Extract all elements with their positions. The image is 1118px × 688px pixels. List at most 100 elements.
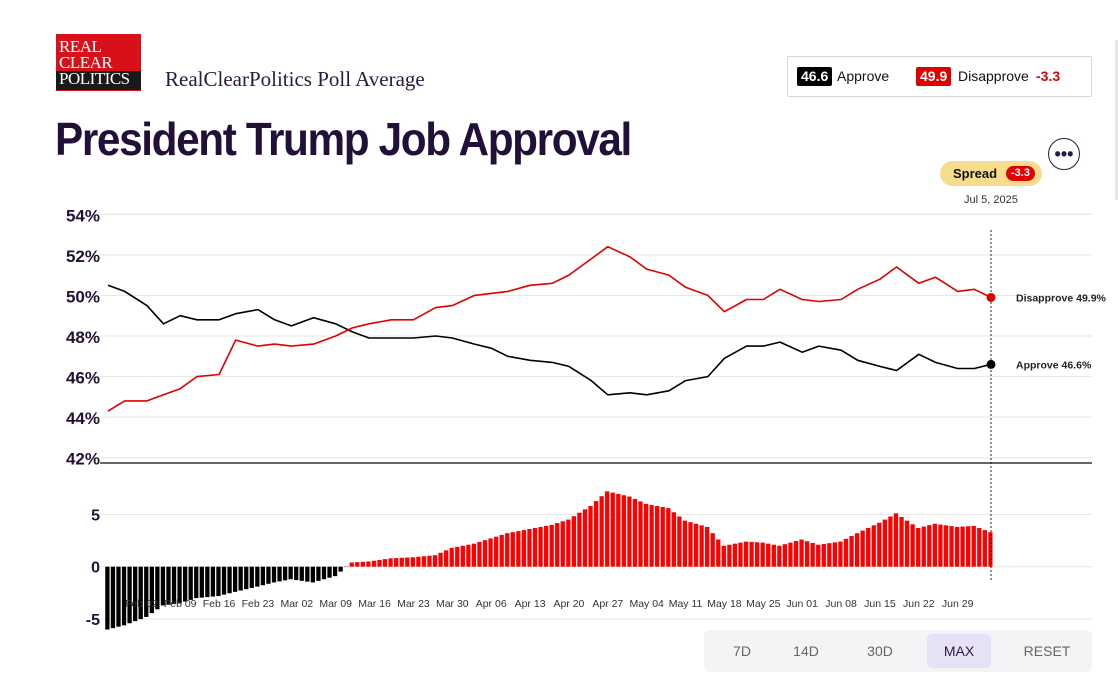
spread-bar	[399, 557, 404, 567]
line-y-tick-label: 48%	[66, 328, 100, 347]
bar-y-tick-label: 0	[91, 560, 100, 577]
logo-line-2: CLEAR	[59, 53, 113, 72]
range-30d-button[interactable]: 30D	[850, 634, 910, 668]
spread-bar	[649, 504, 654, 567]
x-tick-label: May 18	[707, 598, 742, 610]
legend-spread-value: -3.3	[1036, 68, 1061, 84]
spread-bar	[588, 505, 593, 567]
spread-bar	[577, 512, 582, 567]
spread-bar	[960, 526, 965, 567]
spread-bar	[605, 491, 610, 567]
spread-bar	[316, 566, 321, 581]
range-selector: 7D 14D 30D MAX RESET	[704, 630, 1092, 672]
spread-value-badge: -3.3	[1006, 166, 1035, 181]
spread-bar	[405, 557, 410, 567]
spread-bar	[904, 520, 910, 567]
spread-bar	[866, 527, 871, 567]
spread-bar	[716, 539, 721, 567]
spread-bar	[666, 508, 671, 567]
rcp-logo[interactable]: REAL CLEAR POLITICS	[56, 34, 141, 91]
spread-bar	[555, 523, 560, 567]
spread-bar	[493, 536, 499, 567]
spread-bar	[804, 541, 810, 567]
spread-bar	[299, 566, 304, 581]
x-tick-label: Mar 16	[358, 598, 391, 610]
spread-bar	[210, 566, 216, 597]
spread-bar	[249, 566, 254, 588]
spread-bar	[977, 527, 982, 567]
line-y-tick-label: 50%	[66, 287, 100, 306]
spread-bar	[549, 524, 554, 567]
range-7d-button[interactable]: 7D	[712, 634, 772, 668]
spread-bar	[216, 566, 221, 597]
spread-bar	[282, 566, 288, 581]
x-tick-label: May 11	[669, 598, 703, 610]
spread-bar	[760, 542, 765, 567]
x-tick-label: Jun 29	[942, 598, 974, 610]
spread-bar	[610, 492, 615, 567]
x-tick-label: Feb 02	[125, 598, 158, 610]
spread-bar	[232, 566, 238, 592]
spread-bar	[421, 556, 427, 567]
spread-bar	[916, 527, 921, 567]
spread-bar	[432, 555, 438, 567]
spread-bar	[871, 525, 876, 567]
spread-bar	[938, 524, 943, 567]
spread-bar	[566, 519, 571, 567]
spread-bar	[810, 542, 815, 567]
spread-bar	[766, 543, 771, 567]
bar-y-tick-label: -5	[86, 612, 100, 629]
more-options-button[interactable]: •••	[1048, 138, 1080, 170]
spread-bar	[366, 561, 371, 567]
spread-bar	[655, 505, 660, 567]
x-tick-label: Jun 08	[825, 598, 857, 610]
x-tick-label: Jun 22	[903, 598, 935, 610]
page-title: President Trump Job Approval	[55, 113, 632, 165]
spread-bar	[799, 539, 804, 567]
spread-bar	[266, 566, 271, 584]
spread-bar	[227, 566, 232, 594]
spread-bar	[221, 566, 227, 595]
x-tick-label: Feb 09	[164, 598, 197, 610]
spread-bar	[543, 525, 549, 567]
x-tick-label: Feb 23	[242, 598, 275, 610]
range-14d-button[interactable]: 14D	[776, 634, 836, 668]
hover-date: Jul 5, 2025	[964, 194, 1018, 206]
spread-bar	[305, 566, 310, 582]
spread-bar	[182, 566, 188, 602]
spread-bar	[971, 525, 976, 567]
spread-bar	[188, 566, 193, 600]
spread-bar	[477, 541, 482, 567]
x-tick-label: Jun 01	[786, 598, 818, 610]
series-line-approve	[107, 284, 992, 396]
spread-bar	[455, 546, 460, 567]
spread-bar	[888, 516, 893, 567]
spread-bar	[571, 516, 577, 567]
x-tick-label: Mar 02	[280, 598, 313, 610]
spread-bar	[616, 493, 621, 567]
spread-bar	[882, 519, 888, 567]
spread-bar	[788, 542, 793, 567]
spread-bar	[538, 526, 543, 567]
spread-bar	[294, 566, 299, 581]
spread-bar	[260, 566, 266, 586]
x-tick-label: Apr 06	[476, 598, 507, 610]
spread-bar	[194, 566, 199, 599]
spread-bar	[310, 566, 316, 583]
spread-bar	[499, 534, 504, 567]
spread-bar	[482, 540, 488, 567]
range-max-button[interactable]: MAX	[927, 634, 991, 668]
x-tick-label: Mar 30	[436, 598, 469, 610]
page-scrollbar[interactable]	[1115, 40, 1118, 200]
end-label-disapprove: Disapprove 49.9%	[1016, 292, 1107, 304]
line-y-tick-label: 42%	[66, 450, 100, 469]
spread-bar	[410, 557, 415, 567]
spread-bar	[338, 566, 343, 572]
x-tick-label: May 04	[629, 598, 664, 610]
reset-button[interactable]: RESET	[1010, 634, 1084, 668]
spread-bar	[954, 526, 960, 567]
spread-bar	[660, 507, 665, 567]
spread-bar	[121, 566, 127, 626]
end-label-approve: Approve 46.6%	[1016, 359, 1092, 371]
